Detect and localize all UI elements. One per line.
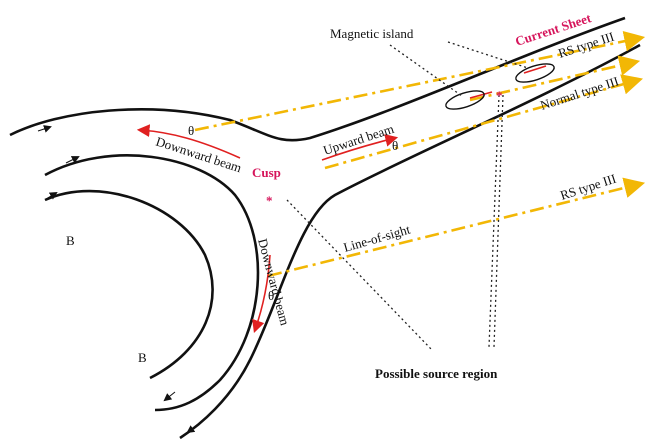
label: Normal type III (538, 73, 620, 112)
label: θ (268, 288, 274, 303)
diagram: Magnetic island Current Sheet RS type II… (0, 0, 650, 443)
label: * (266, 193, 273, 208)
field-lines (10, 18, 640, 438)
label: θ (188, 123, 194, 138)
label: θ (392, 138, 398, 153)
beams (140, 66, 546, 330)
label: Cusp (252, 165, 281, 180)
label: B (138, 350, 147, 365)
label: B (66, 233, 75, 248)
label: * (496, 88, 503, 103)
pointer-lines (287, 42, 528, 350)
label: Magnetic island (330, 26, 414, 41)
label: Possible source region (375, 366, 498, 381)
